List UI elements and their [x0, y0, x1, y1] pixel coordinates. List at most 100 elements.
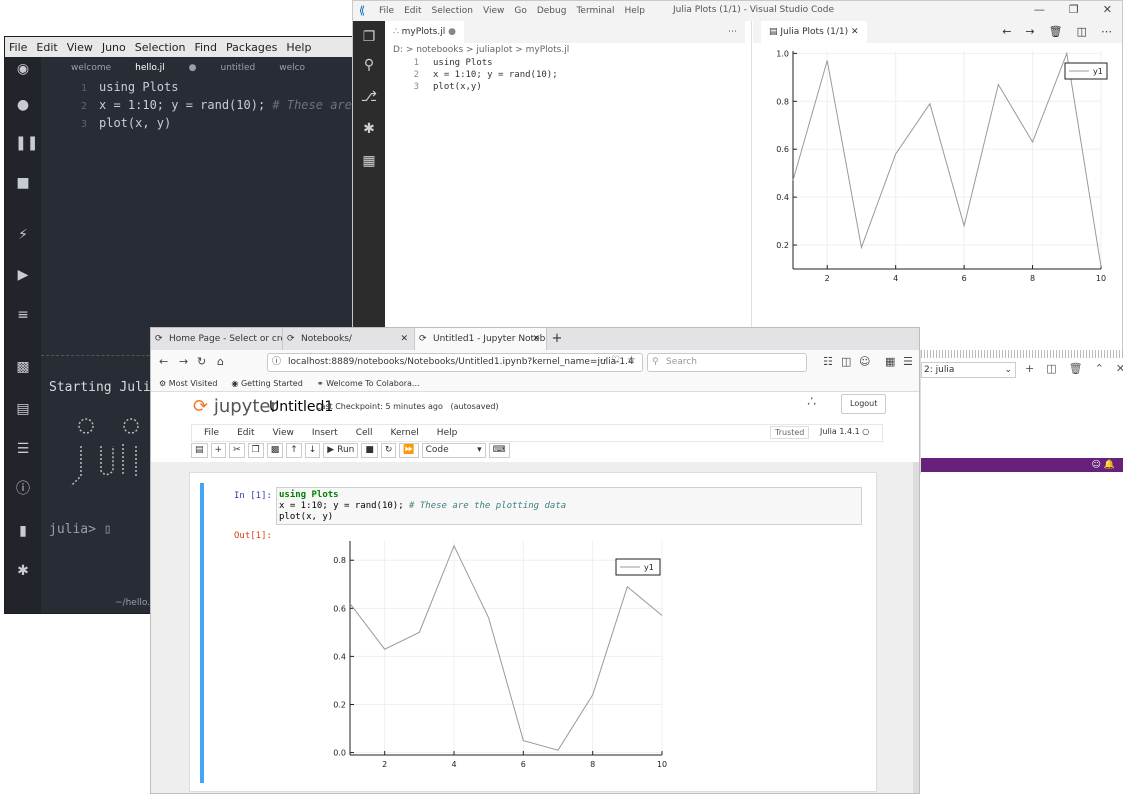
split-editor-icon[interactable]: ◫	[1076, 25, 1087, 38]
logout-button[interactable]: Logout	[841, 394, 887, 414]
run-button[interactable]: ▶ Run	[323, 443, 359, 458]
move-down-icon[interactable]: ↓	[304, 443, 321, 458]
extensions-icon[interactable]: ▦	[885, 355, 896, 368]
back-icon[interactable]: ←	[159, 355, 169, 368]
page-actions-icon[interactable]: ⋯	[597, 355, 607, 366]
page-scrollbar[interactable]	[913, 462, 919, 793]
jmenu-kernel[interactable]: Kernel	[390, 428, 419, 438]
info-icon[interactable]: ⓘ	[16, 481, 30, 497]
vs-menu-help[interactable]: Help	[624, 6, 646, 16]
new-tab-button[interactable]: +	[551, 331, 563, 346]
julia-client-icon[interactable]: ◉	[16, 61, 30, 77]
tab-welco[interactable]: welco	[279, 63, 306, 73]
search-icon[interactable]: ⚲	[363, 57, 375, 73]
insert-cell-icon[interactable]: +	[210, 443, 227, 458]
maximize-panel-icon[interactable]: ⌃	[1094, 362, 1104, 375]
run-lightning-icon[interactable]: ⚡	[18, 227, 28, 243]
save-icon[interactable]: ▤	[191, 443, 208, 458]
jmenu-view[interactable]: View	[272, 428, 294, 438]
paste-icon[interactable]: ▩	[266, 443, 284, 458]
jmenu-help[interactable]: Help	[436, 428, 458, 438]
sidebar-icon[interactable]: ◫	[841, 355, 852, 368]
jmenu-insert[interactable]: Insert	[311, 428, 338, 438]
library-icon[interactable]: ☷	[823, 355, 833, 368]
modified-dot-icon[interactable]: ●	[448, 27, 456, 37]
menu-view[interactable]: View	[66, 40, 93, 54]
bookmark-colabora[interactable]: ⚭ Welcome To Colabora...	[316, 379, 420, 388]
vs-menu-selection[interactable]: Selection	[431, 6, 473, 16]
vs-menu-debug[interactable]: Debug	[536, 6, 567, 16]
tab-hello[interactable]: hello.jl	[135, 63, 165, 73]
play-icon[interactable]: ▶	[17, 267, 29, 283]
maximize-icon[interactable]: ❐	[1068, 3, 1079, 16]
restart-run-all-icon[interactable]: ⏩	[399, 443, 419, 458]
notebook-name[interactable]: Untitled1	[269, 399, 334, 415]
new-terminal-icon[interactable]: +	[1025, 362, 1035, 375]
tab-welcome[interactable]: welcome	[71, 63, 112, 73]
close-tab-icon[interactable]: ✕	[400, 334, 408, 344]
menu-juno[interactable]: Juno	[101, 40, 126, 54]
status-file[interactable]: ~/hello.jl	[115, 598, 156, 608]
delete-plot-icon[interactable]: 🗑	[1048, 25, 1063, 38]
menu-edit[interactable]: Edit	[36, 40, 58, 54]
outline-icon[interactable]: ☰	[16, 441, 30, 457]
jmenu-file[interactable]: File	[204, 428, 220, 438]
vs-menu-terminal[interactable]: Terminal	[576, 6, 615, 16]
home-icon[interactable]: ⌂	[217, 355, 224, 368]
hide-icon[interactable]: ●	[16, 97, 30, 113]
menu-hamburger-icon[interactable]: ☰	[903, 355, 913, 368]
vs-menu-edit[interactable]: Edit	[404, 6, 422, 16]
account-icon[interactable]: ☺	[859, 355, 871, 368]
forward-icon[interactable]: →	[179, 355, 189, 368]
jmenu-cell[interactable]: Cell	[355, 428, 373, 438]
interrupt-icon[interactable]: ■	[361, 443, 378, 458]
next-plot-icon[interactable]: →	[1025, 25, 1035, 38]
browser-tab-home[interactable]: ⟳ Home Page - Select or crea	[151, 328, 283, 350]
vscode-code-editor[interactable]: 1 using Plots 2 x = 1:10; y = rand(10); 3 plo…	[405, 57, 558, 93]
close-icon[interactable]: ✕	[1102, 3, 1112, 16]
code-cell-input[interactable]: using Plots x = 1:10; y = rand(10); # The…	[276, 487, 862, 525]
pause-icon[interactable]: ❚❚	[15, 135, 39, 151]
tab-julia-plots[interactable]: ▤ Julia Plots (1/1) ✕	[761, 21, 867, 43]
reload-icon[interactable]: ↻	[197, 355, 207, 368]
documentation-icon[interactable]: ▤	[16, 401, 30, 417]
bookmark-most-visited[interactable]: ⚙ Most Visited	[159, 379, 218, 388]
menu-file[interactable]: File	[9, 40, 28, 54]
editor-split-divider[interactable]	[751, 21, 752, 351]
info-icon[interactable]: ⓘ	[272, 357, 282, 367]
more-actions-icon[interactable]: ⋯	[1101, 25, 1112, 38]
stop-icon[interactable]: ■	[16, 175, 30, 191]
source-control-icon[interactable]: ⎇	[360, 89, 378, 105]
feedback-smiley-icon[interactable]: ☺	[1091, 460, 1101, 470]
jmenu-edit[interactable]: Edit	[237, 428, 255, 438]
debugger-bug-icon[interactable]: ✱	[17, 563, 29, 579]
cut-icon[interactable]: ✂	[229, 443, 245, 458]
move-up-icon[interactable]: ↑	[286, 443, 302, 458]
terminal-icon[interactable]: ▩	[16, 359, 30, 375]
close-tab-icon[interactable]: ✕	[851, 27, 859, 37]
cell-type-select[interactable]: Code ▾	[421, 443, 486, 458]
close-tab-icon[interactable]: ✕	[532, 334, 540, 344]
minimize-icon[interactable]: —	[1033, 3, 1045, 16]
terminal-select[interactable]: 2: julia ⌄	[921, 362, 1016, 378]
browser-tab-notebooks[interactable]: ⟳ Notebooks/✕	[283, 328, 415, 350]
pocket-icon[interactable]: ♡	[611, 355, 620, 366]
breadcrumb[interactable]: D: > notebooks > juliaplot > myPlots.jl	[393, 45, 570, 55]
close-panel-icon[interactable]: ✕	[1115, 362, 1123, 375]
browser-tab-untitled1[interactable]: ⟳ Untitled1 - Jupyter Notebo ✕	[415, 328, 547, 350]
split-terminal-icon[interactable]: ◫	[1046, 362, 1057, 375]
format-icon[interactable]: ≡	[17, 307, 29, 323]
extensions-icon[interactable]: ▦	[362, 153, 376, 169]
restart-icon[interactable]: ↻	[380, 443, 397, 458]
more-actions-icon[interactable]: ⋯	[728, 27, 737, 37]
kernel-indicator[interactable]: Julia 1.4.1 ○	[820, 427, 870, 436]
bookmark-getting-started[interactable]: ◉ Getting Started	[231, 379, 303, 388]
kill-terminal-icon[interactable]: 🗑	[1068, 362, 1083, 375]
search-input[interactable]: ⚲ Search	[647, 353, 807, 372]
menu-find[interactable]: Find	[194, 40, 218, 54]
previous-plot-icon[interactable]: ←	[1002, 25, 1012, 38]
tab-untitled[interactable]: untitled	[220, 63, 256, 73]
tab-myplots[interactable]: ∴ myPlots.jl ●	[385, 21, 464, 43]
command-palette-icon[interactable]: ⌨	[488, 443, 510, 458]
debug-icon[interactable]: ✱	[363, 121, 375, 137]
